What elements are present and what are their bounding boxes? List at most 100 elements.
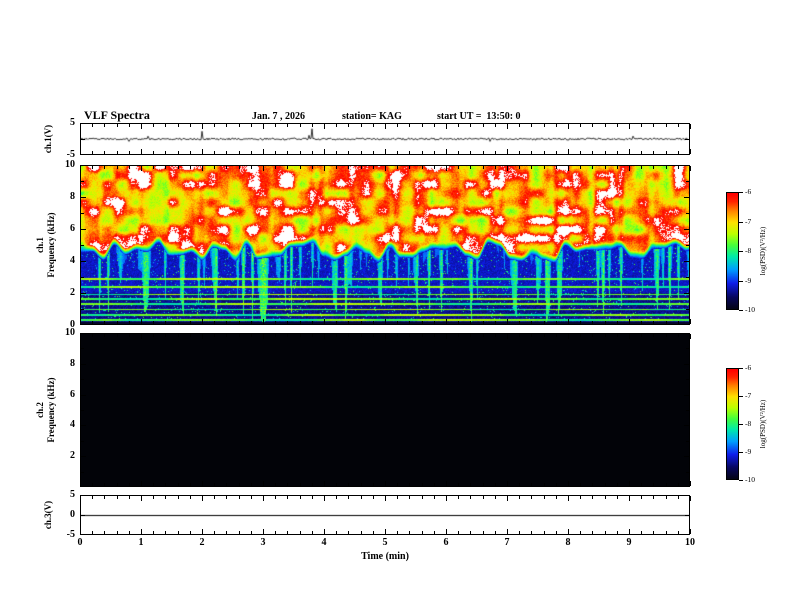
tick-mark [92, 334, 94, 337]
tick-mark [482, 321, 484, 324]
tick-mark [580, 166, 582, 169]
tick-mark [214, 321, 216, 324]
tick-mark [214, 166, 216, 169]
tick-mark [141, 481, 142, 486]
tick-mark [116, 124, 118, 127]
tick-mark [311, 483, 313, 486]
tick-mark [202, 124, 203, 129]
tick-mark [616, 496, 618, 499]
tick-mark [324, 481, 325, 486]
tick-mark [214, 496, 216, 499]
tick-mark [153, 124, 155, 127]
tick-mark [128, 151, 130, 154]
x-tick-label: 6 [443, 537, 449, 548]
x-tick-label: 4 [321, 537, 327, 548]
tick-mark [690, 481, 691, 486]
tick-mark [470, 151, 472, 154]
tick-mark [686, 440, 689, 442]
tick-mark [81, 379, 84, 381]
tick-mark [421, 531, 423, 534]
tick-mark [372, 531, 374, 534]
tick-mark [153, 483, 155, 486]
tick-mark [81, 309, 84, 310]
tick-mark [482, 334, 484, 337]
tick-mark [482, 151, 484, 154]
tick-mark [287, 151, 289, 154]
ch1-spec-ylabel-channel: ch.1 [35, 237, 45, 253]
tick-mark [686, 379, 689, 381]
tick-mark [409, 531, 411, 534]
tick-mark [214, 151, 216, 154]
tick-mark [739, 221, 743, 223]
tick-mark [458, 151, 460, 154]
tick-mark [324, 334, 325, 339]
tick-mark [482, 124, 484, 127]
tick-mark [677, 166, 679, 169]
tick-mark [165, 531, 167, 534]
tick-mark [604, 483, 606, 486]
tick-mark [684, 197, 689, 198]
ch3-wave-ytick-label: 5 [70, 489, 75, 500]
tick-mark [507, 166, 508, 171]
tick-mark [690, 124, 691, 129]
tick-mark [433, 124, 435, 127]
tick-mark [397, 531, 399, 534]
x-tick-label: 0 [77, 537, 83, 548]
tick-mark [397, 483, 399, 486]
tick-mark [92, 483, 94, 486]
tick-mark [446, 496, 447, 501]
tick-mark [116, 151, 118, 154]
tick-mark [665, 151, 667, 154]
tick-mark [104, 483, 106, 486]
tick-mark [653, 496, 655, 499]
tick-mark [80, 529, 81, 534]
ch1-spec-ylabel: ch.1 Frequency (kHz) [35, 212, 57, 277]
tick-mark [336, 151, 338, 154]
x-tick-label: 2 [199, 537, 205, 548]
tick-mark [385, 496, 386, 501]
tick-mark [433, 483, 435, 486]
tick-mark [202, 319, 203, 324]
tick-mark [543, 124, 545, 127]
colorbar-ch2-label: log(PSD)(V²/Hz) [759, 399, 767, 449]
tick-mark [250, 151, 252, 154]
tick-mark [287, 496, 289, 499]
tick-mark [507, 529, 508, 534]
tick-mark [141, 166, 142, 171]
tick-mark [641, 151, 643, 154]
tick-mark [238, 334, 240, 337]
tick-mark [141, 334, 142, 339]
tick-mark [81, 471, 84, 473]
tick-mark [372, 334, 374, 337]
colorbar2-tick-label: -8 [745, 419, 752, 428]
tick-mark [409, 151, 411, 154]
tick-mark [263, 166, 264, 171]
tick-mark [275, 334, 277, 337]
tick-mark [690, 149, 691, 154]
tick-mark [360, 496, 362, 499]
tick-mark [629, 319, 630, 324]
tick-mark [385, 319, 386, 324]
tick-mark [397, 496, 399, 499]
tick-mark [165, 496, 167, 499]
tick-mark [189, 321, 191, 324]
tick-mark [446, 481, 447, 486]
tick-mark [238, 496, 240, 499]
tick-mark [686, 471, 689, 473]
tick-mark [153, 151, 155, 154]
figure-date: Jan. 7 , 2026 [252, 111, 306, 122]
tick-mark [263, 319, 264, 324]
tick-mark [81, 425, 86, 427]
tick-mark [263, 124, 264, 129]
tick-mark [92, 496, 94, 499]
tick-mark [177, 531, 179, 534]
tick-mark [446, 166, 447, 171]
ch2-spec-ytick-label: 2 [70, 450, 75, 462]
tick-mark [543, 483, 545, 486]
tick-mark [684, 394, 689, 396]
tick-mark [739, 280, 743, 282]
tick-mark [81, 363, 86, 365]
tick-mark [555, 151, 557, 154]
colorbar-ch2-canvas [727, 369, 738, 479]
